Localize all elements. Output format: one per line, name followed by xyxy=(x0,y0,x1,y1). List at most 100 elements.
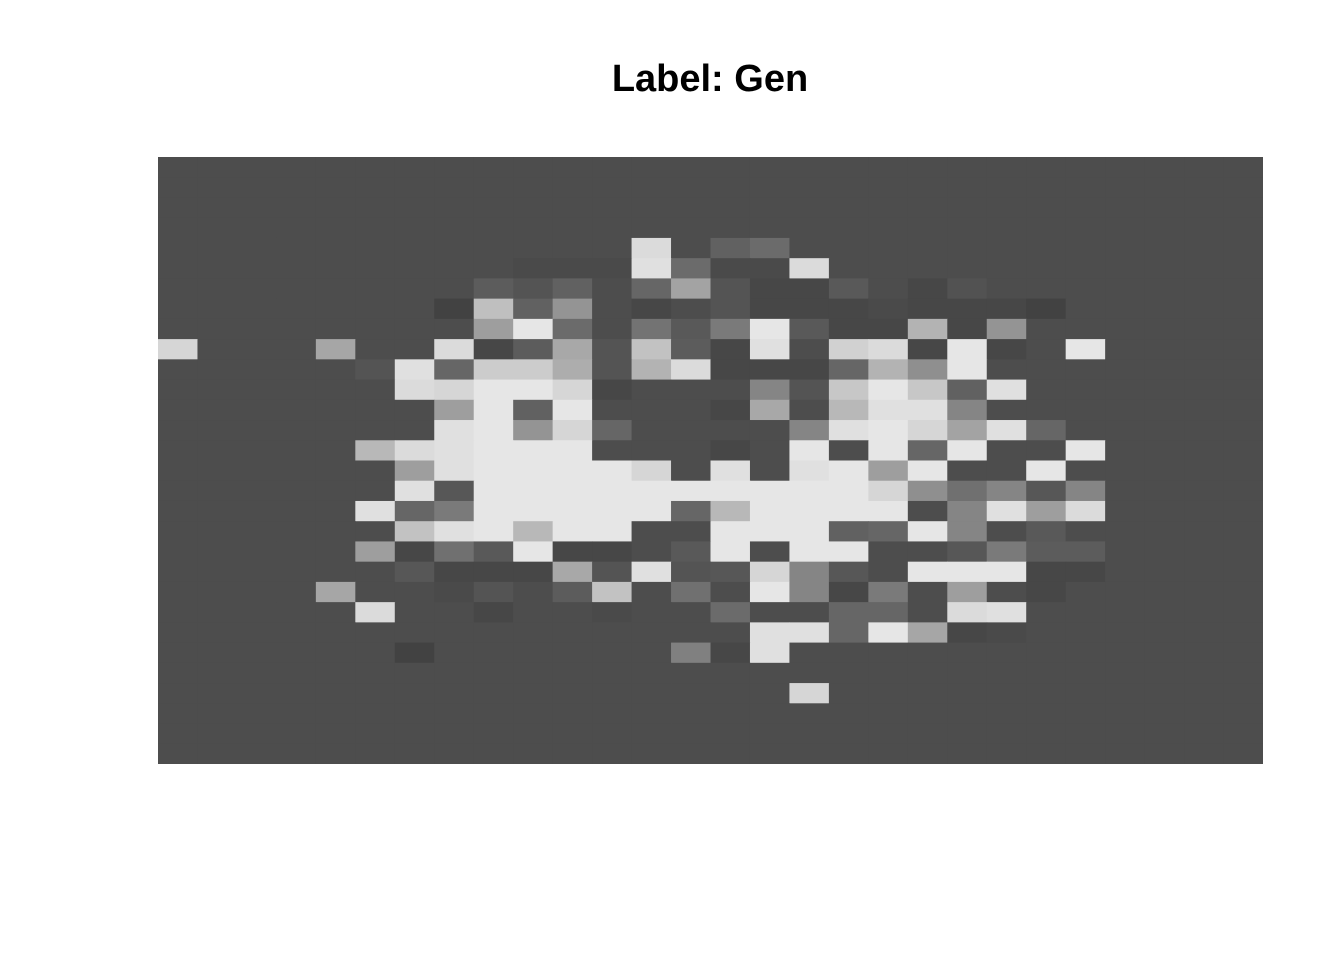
pixel-cell xyxy=(276,258,317,279)
pixel-cell xyxy=(749,581,791,603)
pixel-cell xyxy=(513,258,554,279)
pixel-cell xyxy=(394,420,435,441)
pixel-cell xyxy=(552,440,593,462)
pixel-cell xyxy=(1144,743,1185,764)
pixel-cell xyxy=(355,622,396,644)
pixel-cell xyxy=(1026,723,1067,745)
pixel-cell xyxy=(473,602,514,623)
pixel-cell xyxy=(197,318,238,340)
pixel-cell xyxy=(1105,703,1146,725)
pixel-cell xyxy=(1105,237,1146,259)
pixel-cell xyxy=(276,642,317,664)
pixel-cell xyxy=(828,683,869,704)
pixel-cell xyxy=(868,662,909,684)
pixel-cell xyxy=(276,399,317,421)
pixel-cell xyxy=(710,278,751,300)
pixel-cell xyxy=(631,157,672,178)
pixel-cell xyxy=(631,642,672,664)
pixel-cell xyxy=(749,521,791,543)
pixel-cell xyxy=(592,743,633,764)
pixel-cell xyxy=(513,420,554,441)
pixel-cell xyxy=(473,703,514,725)
pixel-cell xyxy=(1184,339,1225,360)
pixel-cell xyxy=(631,683,672,704)
image-title: Label: Gen xyxy=(611,58,809,100)
pixel-cell xyxy=(868,399,909,421)
pixel-cell xyxy=(236,237,277,259)
pixel-cell xyxy=(513,460,554,482)
pixel-cell xyxy=(1105,602,1146,623)
pixel-cell xyxy=(394,339,435,360)
pixel-cell xyxy=(1184,177,1225,199)
pixel-cell xyxy=(473,258,514,279)
pixel-cell xyxy=(789,703,830,725)
pixel-cell xyxy=(1026,743,1067,764)
pixel-cell xyxy=(276,318,317,340)
pixel-cell xyxy=(434,460,475,482)
pixel-cell xyxy=(868,359,909,381)
pixel-cell xyxy=(1223,703,1263,725)
pixel-cell xyxy=(434,703,475,725)
pixel-cell xyxy=(749,541,791,563)
pixel-cell xyxy=(749,177,791,199)
pixel-cell xyxy=(789,339,830,360)
pixel-cell xyxy=(1105,642,1146,664)
pixel-cell xyxy=(434,500,475,522)
pixel-cell xyxy=(1026,541,1067,563)
pixel-cell xyxy=(828,662,869,684)
pixel-cell xyxy=(1223,157,1263,178)
pixel-cell xyxy=(789,440,830,462)
pixel-cell xyxy=(1065,541,1106,563)
pixel-cell xyxy=(1223,743,1263,764)
pixel-cell xyxy=(907,500,948,522)
pixel-cell xyxy=(394,703,435,725)
pixel-cell xyxy=(907,581,948,603)
pixel-cell xyxy=(1144,662,1185,684)
pixel-cell xyxy=(552,723,593,745)
pixel-cell xyxy=(907,683,948,704)
pixel-cell xyxy=(513,318,554,340)
pixel-cell xyxy=(631,561,672,583)
pixel-cell xyxy=(828,359,869,381)
pixel-cell xyxy=(749,602,791,623)
pixel-cell xyxy=(158,379,199,401)
pixel-cell xyxy=(276,662,317,684)
pixel-cell xyxy=(947,683,988,704)
pixel-cell xyxy=(236,703,277,725)
pixel-cell xyxy=(355,399,396,421)
pixel-cell xyxy=(1184,561,1225,583)
pixel-cell xyxy=(552,399,593,421)
pixel-cell xyxy=(394,440,435,462)
pixel-cell xyxy=(394,683,435,704)
pixel-cell xyxy=(749,683,791,704)
pixel-cell xyxy=(710,541,751,563)
pixel-cell xyxy=(947,298,988,320)
pixel-cell xyxy=(1065,723,1106,745)
pixel-cell xyxy=(789,683,830,704)
pixel-cell xyxy=(868,420,909,441)
pixel-cell xyxy=(473,237,514,259)
pixel-cell xyxy=(592,460,633,482)
pixel-cell xyxy=(1065,359,1106,381)
pixel-cell xyxy=(1065,500,1106,522)
pixel-cell xyxy=(1223,318,1263,340)
pixel-cell xyxy=(828,541,869,563)
pixel-cell xyxy=(749,723,791,745)
pixel-cell xyxy=(513,500,554,522)
pixel-cell xyxy=(1144,541,1185,563)
pixel-cell xyxy=(355,521,396,543)
pixel-cell xyxy=(394,157,435,178)
pixel-cell xyxy=(315,602,356,623)
pixel-cell xyxy=(276,521,317,543)
pixel-cell xyxy=(513,379,554,401)
pixel-cell xyxy=(947,723,988,745)
pixel-cell xyxy=(1184,258,1225,279)
pixel-cell xyxy=(710,399,751,421)
pixel-cell xyxy=(907,480,948,502)
pixel-cell xyxy=(434,359,475,381)
pixel-cell xyxy=(355,157,396,178)
pixel-cell xyxy=(236,258,277,279)
pixel-cell xyxy=(828,602,869,623)
pixel-cell xyxy=(1144,298,1185,320)
pixel-cell xyxy=(592,399,633,421)
